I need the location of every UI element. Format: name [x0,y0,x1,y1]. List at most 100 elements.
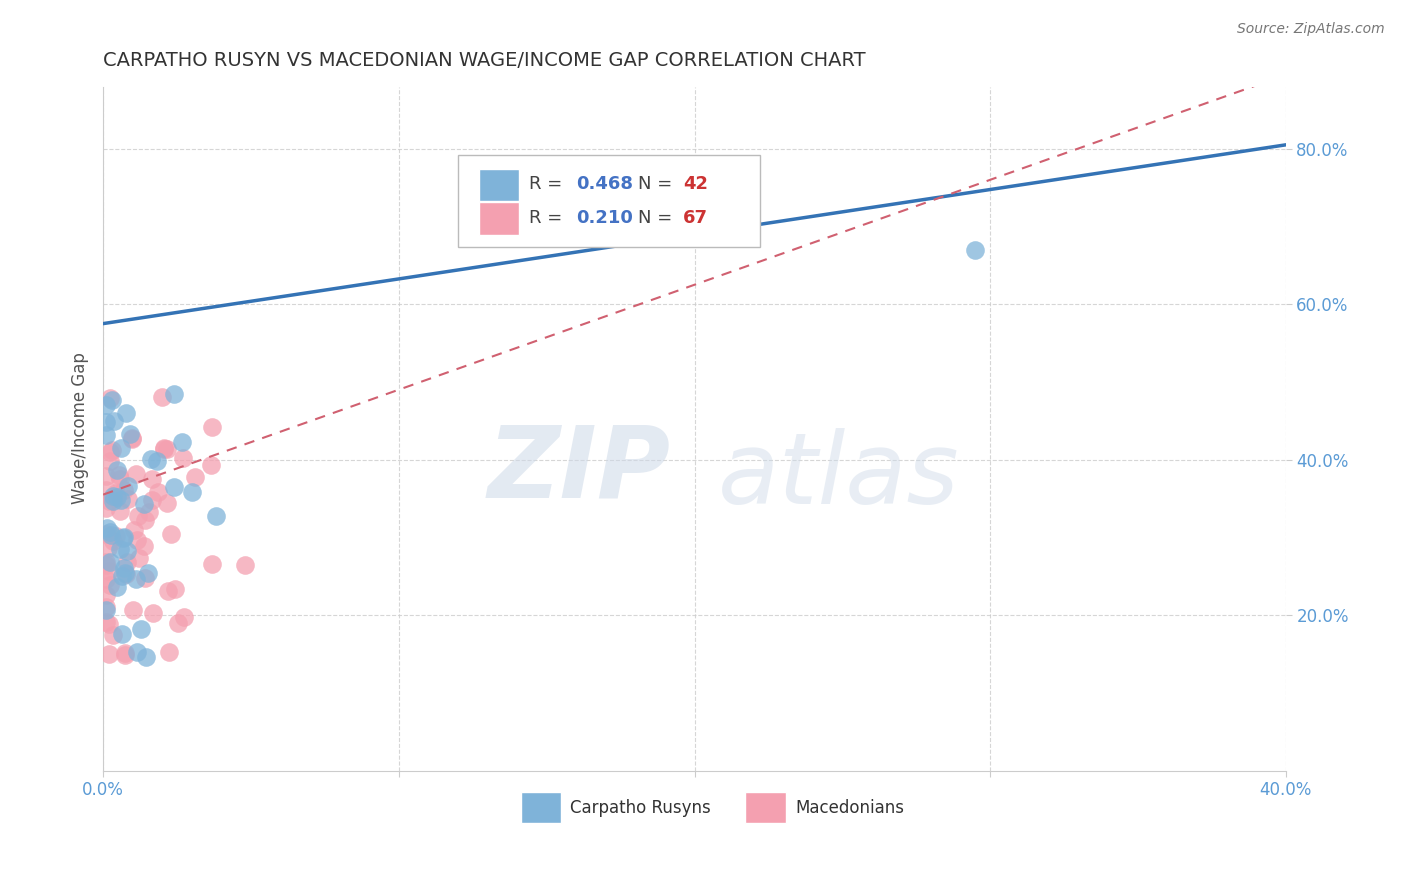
Point [150,390,173,404]
Point [153,441,176,455]
Text: Source: ZipAtlas.com: Source: ZipAtlas.com [1237,22,1385,37]
Point [184,470,207,484]
Point [101,392,124,407]
Point [94,527,117,541]
Point [100,442,122,457]
Text: 42: 42 [683,176,707,194]
Point [173,610,195,624]
Point [122,603,145,617]
Point [115,555,138,569]
Text: CARPATHO RUSYN VS MACEDONIAN WAGE/INCOME GAP CORRELATION CHART: CARPATHO RUSYN VS MACEDONIAN WAGE/INCOME… [103,51,866,70]
Point [155,496,177,510]
Point [94,500,117,515]
Point [101,489,124,503]
Point [121,432,143,446]
Point [108,541,131,556]
Point [94,469,117,483]
Point [115,544,138,558]
Point [163,480,186,494]
Point [114,566,136,581]
Text: 0.468: 0.468 [576,176,633,194]
Point [127,533,149,548]
Text: R =: R = [529,176,568,194]
Point [105,463,128,477]
Point [98,391,121,405]
Point [94,603,117,617]
Text: 0.210: 0.210 [576,209,633,227]
Point [172,435,194,450]
Point [156,584,179,599]
Point [94,415,117,429]
FancyBboxPatch shape [479,169,519,202]
Point [94,572,117,586]
Point [101,534,124,549]
FancyBboxPatch shape [458,155,759,247]
Point [104,491,127,506]
Point [94,556,117,570]
Point [160,527,183,541]
Point [114,566,136,580]
Point [200,458,222,472]
FancyBboxPatch shape [479,202,519,235]
Point [134,513,156,527]
Text: R =: R = [529,209,568,227]
Point [115,406,138,420]
Point [94,558,117,573]
Point [125,467,148,481]
Point [141,452,163,467]
Point [98,444,121,458]
Point [157,645,180,659]
Point [134,497,156,511]
Point [96,521,118,535]
Y-axis label: Wage/Income Gap: Wage/Income Gap [72,352,89,505]
Point [110,493,132,508]
Point [107,468,129,483]
Point [112,561,135,575]
Point [125,645,148,659]
Point [136,566,159,580]
Point [125,573,148,587]
Point [172,451,194,466]
Text: atlas: atlas [718,428,960,524]
Point [104,529,127,543]
Point [233,558,256,572]
Point [141,492,163,507]
Point [98,524,121,539]
Point [103,628,125,642]
Point [138,505,160,519]
Point [114,646,136,660]
Point [110,441,132,455]
Point [121,431,143,445]
Point [94,428,117,442]
Text: N =: N = [638,176,678,194]
Point [180,484,202,499]
Point [167,615,190,630]
Point [129,622,152,636]
Point [98,555,121,569]
FancyBboxPatch shape [520,792,561,823]
Text: 67: 67 [683,209,707,227]
Point [122,523,145,537]
Point [104,485,127,500]
Point [108,504,131,518]
Point [110,472,132,486]
Point [94,588,117,602]
Point [134,539,156,553]
Point [101,494,124,508]
Text: ZIP: ZIP [488,421,671,518]
Point [205,508,228,523]
Point [135,650,157,665]
Point [98,454,121,468]
Point [111,568,134,582]
Point [155,442,177,456]
Point [97,647,120,661]
Point [141,471,163,485]
Point [112,530,135,544]
Text: N =: N = [638,209,678,227]
Point [112,483,135,498]
Point [127,509,149,524]
Point [94,399,117,413]
Point [103,414,125,428]
Point [114,648,136,662]
Point [117,478,139,492]
